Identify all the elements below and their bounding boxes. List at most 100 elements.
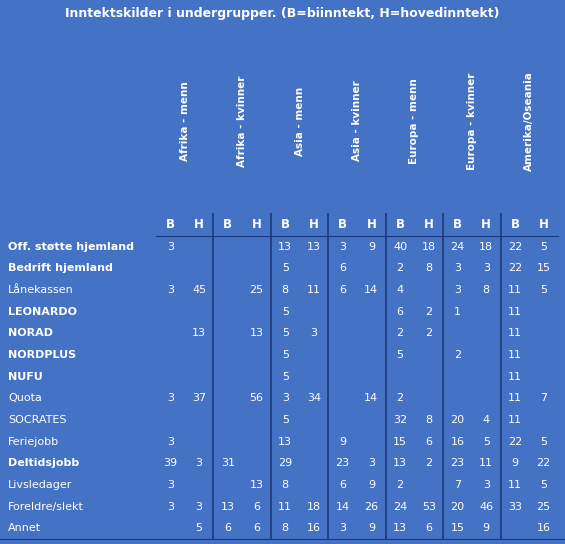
Text: 13: 13: [278, 242, 292, 252]
Text: 8: 8: [281, 480, 289, 490]
Text: 39: 39: [163, 458, 177, 468]
Text: 13: 13: [250, 329, 263, 338]
Text: 9: 9: [339, 437, 346, 447]
Text: Asia - kvinner: Asia - kvinner: [352, 81, 362, 162]
Text: 5: 5: [282, 415, 289, 425]
Text: NUFU: NUFU: [8, 372, 43, 382]
Text: 3: 3: [339, 242, 346, 252]
Text: 6: 6: [397, 307, 403, 317]
Text: Annet: Annet: [8, 523, 41, 533]
Text: 5: 5: [282, 329, 289, 338]
Text: SOCRATES: SOCRATES: [8, 415, 67, 425]
Text: 2: 2: [397, 393, 403, 403]
Text: B: B: [338, 219, 347, 232]
Text: 46: 46: [479, 502, 493, 511]
Text: 45: 45: [192, 285, 206, 295]
Text: 22: 22: [508, 263, 522, 274]
Text: B: B: [281, 219, 290, 232]
Text: 8: 8: [425, 415, 432, 425]
Text: 37: 37: [192, 393, 206, 403]
Text: 34: 34: [307, 393, 321, 403]
Text: 6: 6: [339, 480, 346, 490]
Text: 22: 22: [508, 242, 522, 252]
Text: 9: 9: [368, 480, 375, 490]
Text: 8: 8: [281, 523, 289, 533]
Text: Deltidsjobb: Deltidsjobb: [8, 458, 79, 468]
Text: 13: 13: [192, 329, 206, 338]
Text: 40: 40: [393, 242, 407, 252]
Text: Off. støtte hjemland: Off. støtte hjemland: [8, 242, 134, 252]
Text: 56: 56: [250, 393, 263, 403]
Text: 26: 26: [364, 502, 379, 511]
Text: H: H: [481, 219, 491, 232]
Text: 15: 15: [537, 263, 551, 274]
Text: 29: 29: [278, 458, 292, 468]
Text: H: H: [424, 219, 434, 232]
Text: 6: 6: [253, 523, 260, 533]
Text: 18: 18: [421, 242, 436, 252]
Text: H: H: [367, 219, 376, 232]
Text: 5: 5: [282, 350, 289, 360]
Text: 15: 15: [450, 523, 464, 533]
Text: 1: 1: [454, 307, 461, 317]
Text: 11: 11: [479, 458, 493, 468]
Text: Amerika/Oseania: Amerika/Oseania: [524, 71, 534, 171]
Text: 5: 5: [195, 523, 203, 533]
Text: B: B: [166, 219, 175, 232]
Text: NORAD: NORAD: [8, 329, 53, 338]
Text: Europa - kvinner: Europa - kvinner: [467, 72, 477, 170]
Text: 24: 24: [450, 242, 464, 252]
Text: 9: 9: [368, 523, 375, 533]
Text: 7: 7: [454, 480, 461, 490]
Text: 13: 13: [393, 458, 407, 468]
Text: 18: 18: [479, 242, 493, 252]
Text: 2: 2: [397, 329, 403, 338]
Text: 2: 2: [454, 350, 461, 360]
Text: 11: 11: [508, 415, 522, 425]
Text: 3: 3: [167, 437, 174, 447]
Text: 16: 16: [537, 523, 551, 533]
Text: 3: 3: [167, 285, 174, 295]
Text: 13: 13: [307, 242, 321, 252]
Text: 20: 20: [450, 415, 464, 425]
Text: 3: 3: [454, 263, 461, 274]
Text: 11: 11: [508, 372, 522, 382]
Text: 5: 5: [540, 480, 547, 490]
Text: B: B: [223, 219, 232, 232]
Text: 11: 11: [508, 350, 522, 360]
Text: B: B: [396, 219, 405, 232]
Text: 5: 5: [540, 242, 547, 252]
Text: 16: 16: [450, 437, 464, 447]
Text: 22: 22: [537, 458, 551, 468]
Text: H: H: [194, 219, 204, 232]
Text: 11: 11: [508, 480, 522, 490]
Text: 3: 3: [339, 523, 346, 533]
Text: 5: 5: [282, 263, 289, 274]
Text: 22: 22: [508, 437, 522, 447]
Text: 9: 9: [483, 523, 490, 533]
Text: 2: 2: [425, 329, 432, 338]
Text: 3: 3: [483, 263, 490, 274]
Text: 8: 8: [425, 263, 432, 274]
Text: 3: 3: [282, 393, 289, 403]
Text: 11: 11: [508, 307, 522, 317]
Text: 2: 2: [425, 458, 432, 468]
Text: 2: 2: [425, 307, 432, 317]
Text: 9: 9: [368, 242, 375, 252]
Text: H: H: [309, 219, 319, 232]
Text: 11: 11: [508, 393, 522, 403]
Text: 4: 4: [397, 285, 403, 295]
Text: 9: 9: [511, 458, 519, 468]
Text: 11: 11: [508, 329, 522, 338]
Text: 16: 16: [307, 523, 321, 533]
Text: 53: 53: [422, 502, 436, 511]
Text: 7: 7: [540, 393, 547, 403]
Text: 6: 6: [253, 502, 260, 511]
Text: 13: 13: [250, 480, 263, 490]
Text: 3: 3: [195, 458, 203, 468]
Text: 2: 2: [397, 480, 403, 490]
Text: 6: 6: [339, 263, 346, 274]
Text: Lånekassen: Lånekassen: [8, 285, 74, 295]
Text: 25: 25: [249, 285, 263, 295]
Text: 11: 11: [278, 502, 292, 511]
